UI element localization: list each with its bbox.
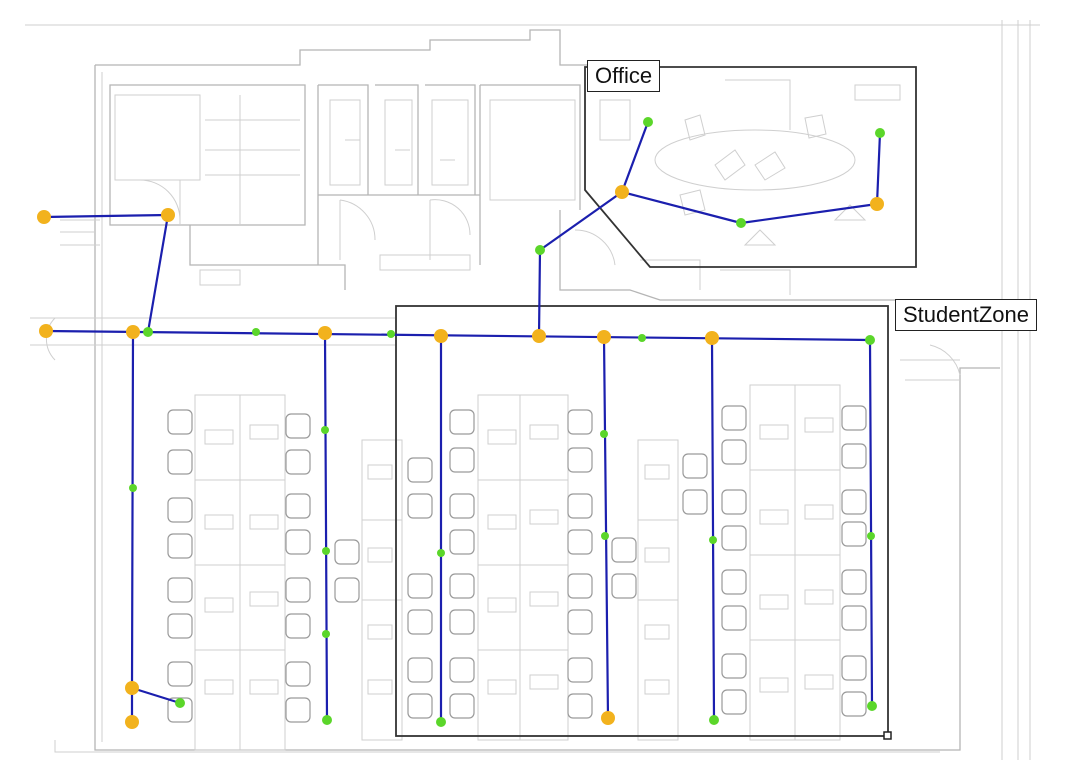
junction-node[interactable] <box>161 208 175 222</box>
junction-node[interactable] <box>870 197 884 211</box>
waypoint-node[interactable] <box>709 536 717 544</box>
junction-node[interactable] <box>39 324 53 338</box>
junction-node[interactable] <box>615 185 629 199</box>
student-zone-resize-handle[interactable] <box>883 731 892 740</box>
waypoint-node[interactable] <box>436 717 446 727</box>
path-edges <box>42 120 882 724</box>
waypoint-node[interactable] <box>321 426 329 434</box>
waypoint-node[interactable] <box>143 327 153 337</box>
junction-node[interactable] <box>597 330 611 344</box>
waypoint-node[interactable] <box>387 330 395 338</box>
path-edge <box>710 336 716 722</box>
waypoint-node[interactable] <box>638 334 646 342</box>
waypoint-node[interactable] <box>601 532 609 540</box>
waypoint-node[interactable] <box>129 484 137 492</box>
floor-plan-walls <box>25 20 1040 760</box>
office-zone-boundary <box>584 66 917 268</box>
junction-node[interactable] <box>434 329 448 343</box>
path-edge <box>537 248 542 338</box>
waypoint-node[interactable] <box>437 549 445 557</box>
waypoint-node[interactable] <box>322 715 332 725</box>
junction-node[interactable] <box>601 711 615 725</box>
path-edge <box>538 190 624 252</box>
student-zone-label: StudentZone <box>895 299 1037 331</box>
waypoint-node[interactable] <box>867 701 877 711</box>
path-edge <box>602 335 610 720</box>
junction-node[interactable] <box>37 210 51 224</box>
waypoint-node[interactable] <box>867 532 875 540</box>
path-edge <box>44 329 872 342</box>
junction-node[interactable] <box>532 329 546 343</box>
path-edge <box>620 120 650 194</box>
path-edge <box>620 190 743 225</box>
waypoint-node[interactable] <box>709 715 719 725</box>
path-edge <box>323 331 329 722</box>
waypoint-node[interactable] <box>736 218 746 228</box>
path-edge <box>130 330 135 690</box>
waypoint-node[interactable] <box>322 630 330 638</box>
path-edge <box>130 686 182 705</box>
waypoint-node[interactable] <box>865 335 875 345</box>
waypoint-node[interactable] <box>535 245 545 255</box>
junction-node[interactable] <box>318 326 332 340</box>
waypoint-node[interactable] <box>875 128 885 138</box>
junction-node[interactable] <box>125 681 139 695</box>
path-edge <box>868 338 874 708</box>
office-zone-label: Office <box>587 60 661 92</box>
junction-node[interactable] <box>705 331 719 345</box>
student-zone-boundary <box>395 305 889 737</box>
waypoint-node[interactable] <box>175 698 185 708</box>
path-edge <box>875 131 882 206</box>
path-edge <box>42 213 170 219</box>
waypoint-node[interactable] <box>252 328 260 336</box>
path-edge <box>146 213 170 334</box>
waypoint-node[interactable] <box>322 547 330 555</box>
waypoint-node[interactable] <box>600 430 608 438</box>
junction-node[interactable] <box>125 715 139 729</box>
junction-node[interactable] <box>126 325 140 339</box>
path-nodes <box>37 117 885 729</box>
path-edge <box>739 202 879 225</box>
waypoint-node[interactable] <box>643 117 653 127</box>
